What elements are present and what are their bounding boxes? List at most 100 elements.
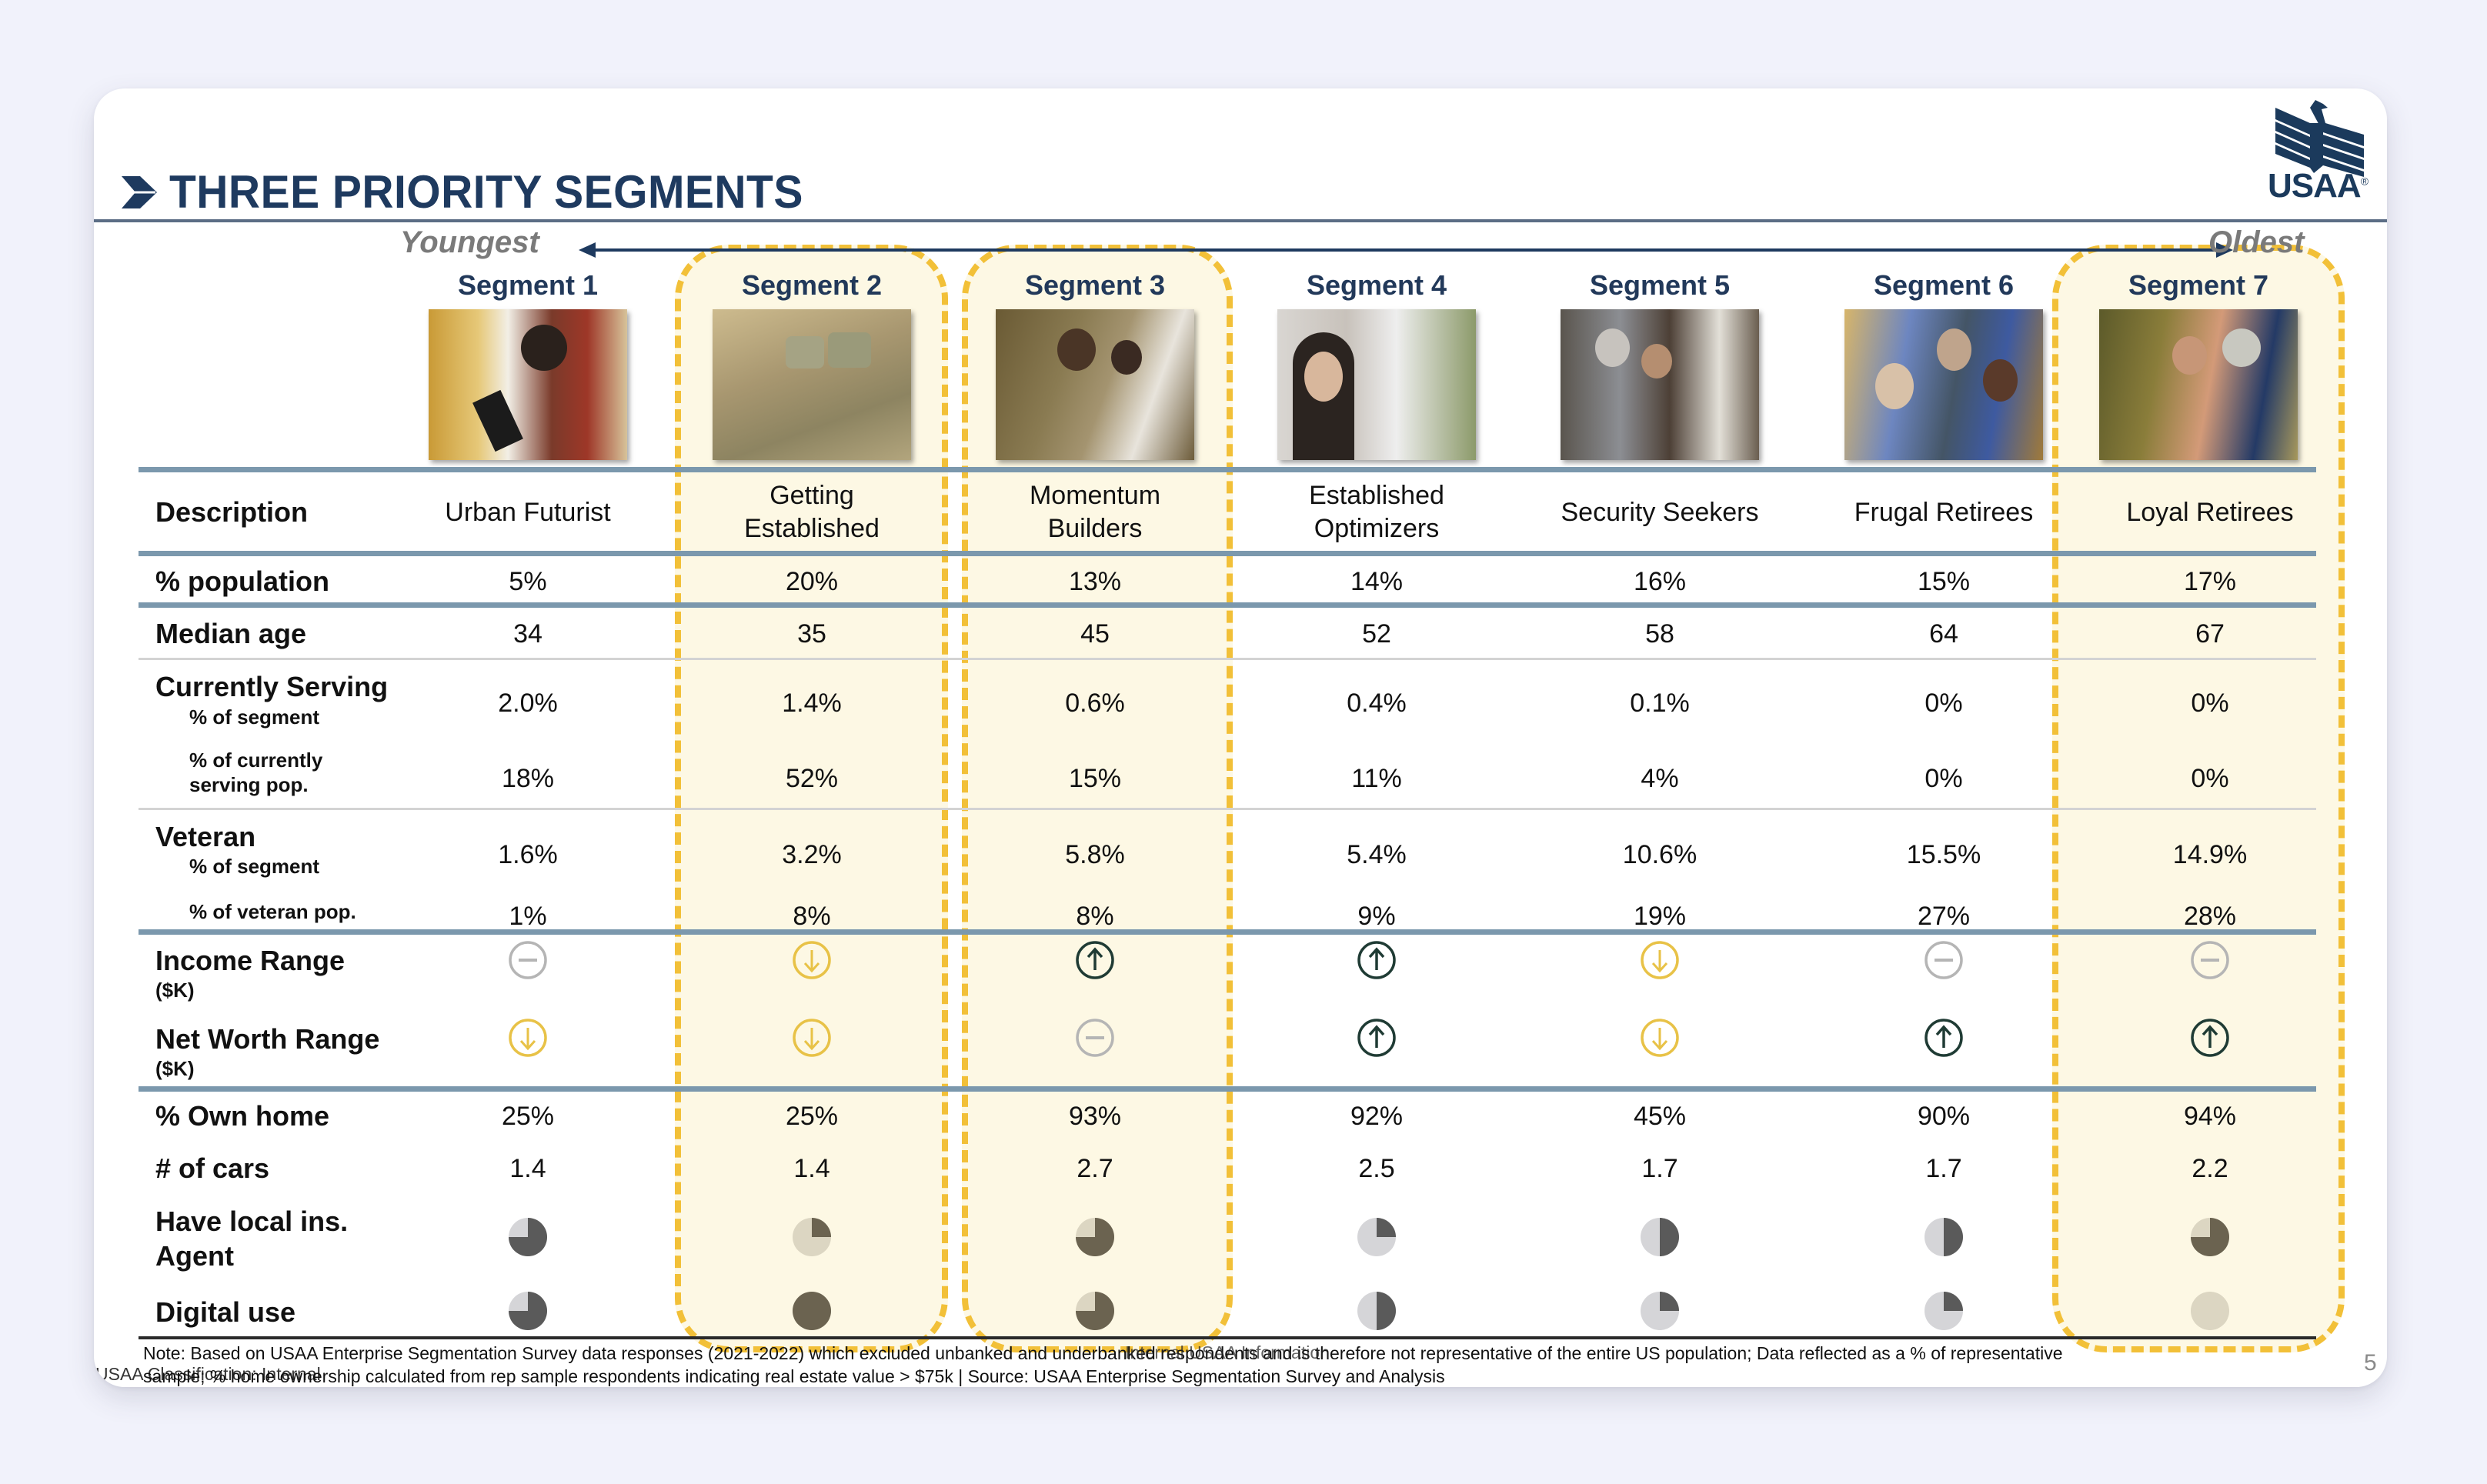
row-sublabel-cs-pop-1: % of currently	[189, 749, 323, 772]
harvey-ball-icon	[681, 1291, 943, 1331]
segment-title: Segment 5	[1589, 269, 1731, 301]
cell-vet-pop: 8%	[793, 902, 831, 931]
cell-cars: 1.7	[1925, 1154, 1962, 1183]
row-sublabel-vet-segment: % of segment	[189, 855, 320, 878]
cell-cs-pop: 52%	[785, 764, 839, 793]
trend-down-icon	[681, 939, 943, 981]
harvey-ball-icon	[964, 1291, 1226, 1331]
youngest-label: Youngest	[400, 225, 539, 259]
segment-description-line-1: Frugal Retirees	[1854, 498, 2034, 527]
couple-on-porch-photo	[1561, 309, 1759, 460]
segment-header-4: Segment 4	[1246, 269, 1507, 460]
segment-description-line-1: Momentum	[1029, 481, 1161, 510]
segment-header-1: Segment 1	[397, 269, 659, 460]
table-rule	[139, 658, 2316, 660]
cell-cs-segment: 0.6%	[1065, 689, 1125, 718]
trend-neutral-icon	[2079, 939, 2341, 981]
usaa-logo-text: USAA®	[2268, 167, 2368, 205]
segment-description-line-2: Builders	[1047, 513, 1143, 543]
slide-card: THREE PRIORITY SEGMENTS USAA® Youngest O…	[94, 88, 2387, 1387]
cell-cs-pop: 0%	[2191, 764, 2229, 793]
harvey-ball-icon	[2079, 1291, 2341, 1331]
cell-own-home: 93%	[1068, 1102, 1122, 1131]
harvey-ball-icon	[2079, 1217, 2341, 1257]
harvey-ball-icon	[1529, 1291, 1791, 1331]
cell-cars: 2.7	[1077, 1154, 1113, 1183]
cell-vet-segment: 15.5%	[1906, 840, 1981, 869]
cell-cs-segment: 0%	[1925, 689, 1963, 718]
cell-vet-segment: 14.9%	[2172, 840, 2248, 869]
row-label-veteran: Veteran	[155, 821, 256, 852]
cell-population: 17%	[2183, 567, 2237, 596]
cell-vet-pop: 1%	[509, 902, 547, 931]
row-sublabel-cs-segment: % of segment	[189, 705, 320, 729]
cell-population: 13%	[1068, 567, 1122, 596]
harvey-ball-icon	[1246, 1291, 1507, 1331]
cell-population: 14%	[1350, 567, 1404, 596]
cell-median-age: 58	[1645, 619, 1674, 649]
segment-description-line-2: Established	[744, 513, 880, 543]
trend-down-icon	[681, 1017, 943, 1059]
cell-cs-segment: 2.0%	[498, 689, 558, 718]
row-sublabel-cs-pop-2: serving pop.	[189, 773, 309, 796]
segment-header-5: Segment 5	[1529, 269, 1791, 460]
cell-cars: 1.4	[793, 1154, 830, 1183]
row-label-own-home: % Own home	[155, 1100, 330, 1132]
segment-description-line-1: Established	[1309, 481, 1444, 510]
segment-header-3: Segment 3	[964, 269, 1226, 460]
footnote: Note: Based on USAA Enterprise Segmentat…	[143, 1342, 2298, 1387]
classification-label: USAA Classification: Internal	[95, 1364, 321, 1384]
slide-header: THREE PRIORITY SEGMENTS	[122, 165, 836, 218]
trend-down-icon	[1529, 939, 1791, 981]
segment-description-line-2: Optimizers	[1314, 513, 1440, 543]
row-label-net-worth: Net Worth Range	[155, 1023, 380, 1055]
cell-median-age: 52	[1362, 619, 1391, 649]
cell-own-home: 25%	[501, 1102, 555, 1131]
table-rule	[139, 1086, 2316, 1092]
trend-down-icon	[397, 1017, 659, 1059]
row-sublabel-income-unit: ($K)	[155, 979, 195, 1002]
cell-median-age: 64	[1929, 619, 1958, 649]
man-with-tablet-photo	[429, 309, 627, 460]
cell-own-home: 92%	[1350, 1102, 1404, 1131]
eagle-stripes-logo-icon	[2275, 100, 2364, 177]
cell-vet-pop: 28%	[2183, 902, 2237, 931]
cell-cs-segment: 0.1%	[1630, 689, 1690, 718]
row-label-local-agent-1: Have local ins.	[155, 1206, 349, 1237]
double-arrow-icon	[579, 242, 2233, 258]
cell-vet-segment: 3.2%	[782, 840, 842, 869]
oldest-label: Oldest	[2208, 225, 2305, 259]
retirees-group-photo	[1844, 309, 2043, 460]
cell-population: 16%	[1633, 567, 1687, 596]
cell-vet-pop: 9%	[1357, 902, 1396, 931]
cell-vet-segment: 1.6%	[498, 840, 558, 869]
trend-up-icon	[964, 939, 1226, 981]
harvey-ball-icon	[681, 1217, 943, 1257]
cell-population: 5%	[509, 567, 547, 596]
table-bottom-rule	[139, 1336, 2316, 1339]
chevron-right-icon	[122, 175, 157, 208]
harvey-ball-icon	[964, 1217, 1226, 1257]
harvey-ball-icon	[1529, 1217, 1791, 1257]
soldier-with-daughter-photo	[996, 309, 1194, 460]
title-divider	[94, 219, 2387, 222]
cell-cs-segment: 0.4%	[1347, 689, 1407, 718]
row-label-income: Income Range	[155, 945, 346, 976]
table-rule	[139, 551, 2316, 556]
segment-description: Urban Futurist	[397, 496, 659, 529]
cell-cs-pop: 15%	[1068, 764, 1122, 793]
table-rule	[139, 602, 2316, 608]
cell-cars: 1.7	[1641, 1154, 1678, 1183]
segment-title: Segment 2	[741, 269, 883, 301]
cell-own-home: 25%	[785, 1102, 839, 1131]
harvey-ball-icon	[397, 1291, 659, 1331]
cell-cs-pop: 0%	[1925, 764, 1963, 793]
internal-info-label: Internal USAA Information	[1125, 1342, 1330, 1362]
segment-description-line-1: Urban Futurist	[445, 498, 611, 527]
harvey-ball-icon	[1813, 1291, 2075, 1331]
trend-neutral-icon	[964, 1017, 1226, 1059]
footnote-line-1: Note: Based on USAA Enterprise Segmentat…	[143, 1343, 2063, 1363]
soldiers-smiling-photo	[713, 309, 911, 460]
segment-header-2: Segment 2	[681, 269, 943, 460]
cell-cs-segment: 0%	[2191, 689, 2229, 718]
